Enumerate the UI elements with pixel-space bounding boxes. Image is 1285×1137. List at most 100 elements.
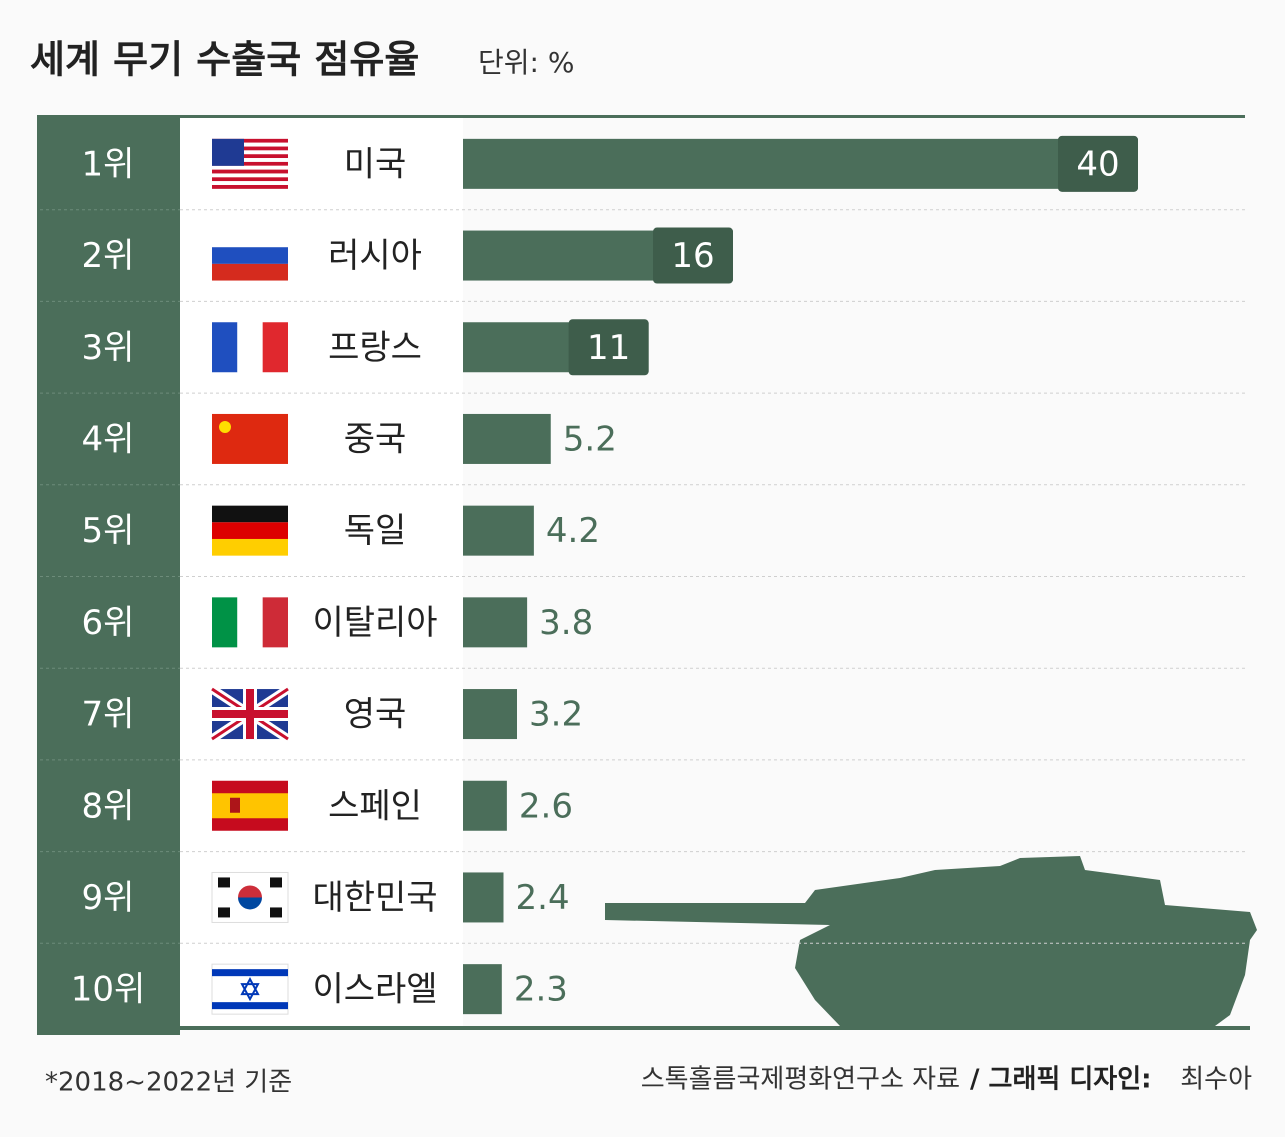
flag-stripe	[212, 522, 288, 539]
flag-taegeuk	[238, 897, 262, 910]
flag-stripe	[212, 247, 288, 264]
source: 스톡홀름국제평화연구소 자료	[641, 1065, 960, 1095]
flag	[209, 685, 291, 743]
value-label: 4.2	[546, 511, 600, 551]
flag-stripe	[212, 538, 288, 556]
flag-taegeuk	[238, 885, 262, 898]
bar	[463, 505, 534, 556]
flag-stripe	[212, 185, 288, 189]
flag-stripe	[212, 154, 288, 159]
flag	[212, 505, 288, 556]
rank-label: 5위	[82, 511, 135, 551]
rank-label: 2위	[82, 236, 135, 276]
unit-label: 단위: %	[478, 46, 574, 79]
rank-label: 7위	[82, 695, 135, 735]
flag-stripe	[212, 1002, 288, 1010]
flag-stripe	[262, 597, 288, 648]
flag-stripe	[237, 597, 263, 648]
bar	[463, 138, 1138, 189]
bar	[463, 780, 507, 831]
flag-trigram	[270, 907, 282, 918]
category-label: 중국	[344, 419, 407, 459]
bar	[463, 872, 504, 923]
chart-title: 세계 무기 수출국 점유율	[30, 38, 419, 82]
flag	[212, 138, 288, 189]
flag-stripe	[212, 150, 288, 155]
bottom-rule	[180, 1026, 1250, 1030]
credit-label: / 그래픽 디자인:	[970, 1065, 1152, 1095]
flag-cross	[212, 689, 288, 740]
rank-label: 3위	[82, 328, 135, 368]
top-rule	[37, 115, 1245, 118]
rank-label: 6위	[82, 603, 135, 643]
flag	[212, 780, 288, 831]
category-label: 독일	[344, 511, 407, 551]
bar	[463, 689, 517, 740]
flag-stripe	[212, 230, 288, 248]
flag-stripe	[212, 177, 288, 182]
flag-canton	[212, 138, 244, 166]
bar	[463, 964, 502, 1015]
value-label: 16	[671, 236, 714, 276]
flag-star	[240, 977, 260, 1002]
category-label: 대한민국	[312, 878, 437, 918]
flag-stripe	[212, 138, 288, 143]
flag	[212, 413, 288, 464]
flag-stripe	[212, 505, 288, 523]
value-label: 40	[1076, 144, 1119, 184]
value-box	[1058, 135, 1138, 192]
category-label: 이탈리아	[312, 603, 437, 643]
rank-label: 1위	[82, 144, 135, 184]
rank-label: 9위	[82, 878, 135, 918]
flag-stripe	[212, 158, 288, 162]
flag-stripe	[212, 181, 288, 186]
flag-emblem	[230, 797, 240, 813]
flag-band	[212, 793, 288, 819]
flag	[212, 322, 288, 373]
bar	[463, 413, 551, 464]
flag-stripe	[212, 169, 288, 174]
value-box	[568, 319, 649, 376]
flag-stripe	[212, 322, 238, 373]
flag-stripe	[212, 146, 288, 151]
rank-label: 4위	[82, 419, 135, 459]
bar	[463, 597, 528, 648]
category-label: 프랑스	[328, 328, 422, 368]
value-label: 3.2	[529, 695, 583, 735]
flag-stripe	[212, 142, 288, 147]
flag-star	[219, 420, 231, 433]
category-label: 영국	[344, 695, 407, 735]
tank-silhouette	[605, 856, 1257, 1026]
flag-trigram	[270, 877, 282, 888]
flag-stripe	[262, 322, 288, 373]
flag	[212, 597, 288, 648]
flag-stripe	[212, 161, 288, 166]
value-label: 2.3	[514, 970, 568, 1010]
value-label: 2.4	[516, 878, 570, 918]
value-label: 3.8	[539, 603, 593, 643]
footnote: *2018~2022년 기준	[45, 1068, 292, 1098]
flag-stripe	[212, 165, 288, 170]
flag-stripe	[212, 173, 288, 178]
category-label: 러시아	[328, 236, 422, 276]
rank-label: 8위	[82, 786, 135, 826]
credit-name: 최수아	[1180, 1065, 1252, 1095]
rank-label: 10위	[71, 970, 146, 1010]
category-label: 이스라엘	[312, 970, 437, 1010]
flag-stripe	[237, 322, 263, 373]
flag-trigram	[218, 907, 230, 918]
flag	[212, 230, 288, 281]
flag-stripe	[212, 969, 288, 977]
value-label: 2.6	[519, 786, 573, 826]
value-label: 5.2	[563, 419, 617, 459]
flag-trigram	[218, 877, 230, 888]
category-label: 미국	[344, 144, 407, 184]
value-box	[653, 227, 733, 284]
flag-stripe	[212, 597, 238, 648]
value-label: 11	[587, 328, 630, 368]
category-label: 스페인	[328, 786, 422, 826]
flag	[211, 871, 289, 923]
flag	[211, 963, 289, 1015]
flag-stripe	[212, 263, 288, 281]
